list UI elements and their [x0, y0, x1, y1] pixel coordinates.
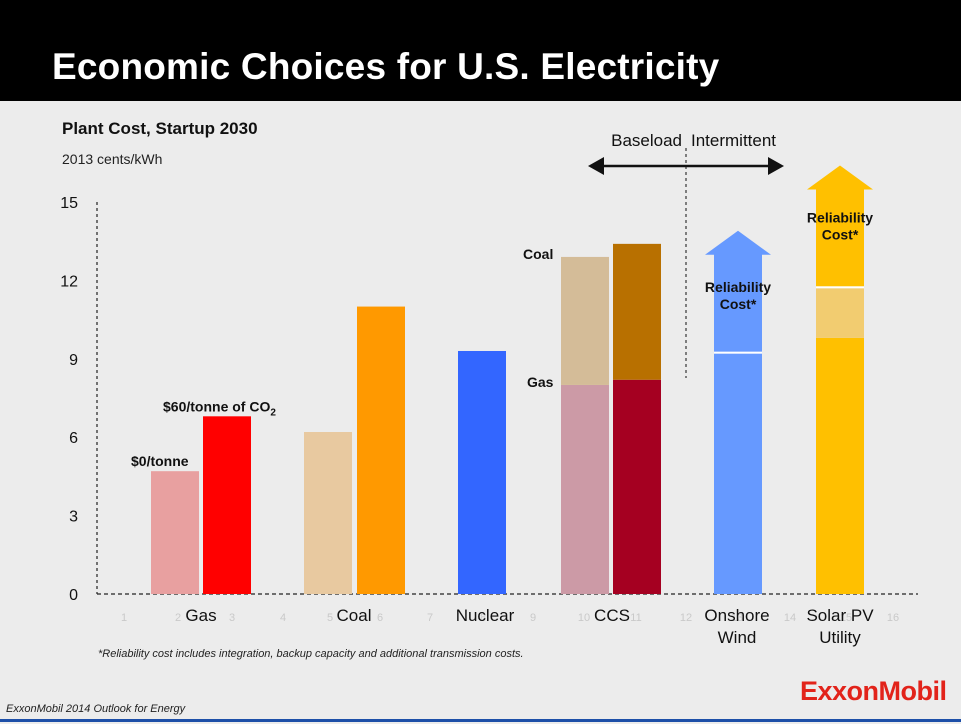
category-label-2-0: Nuclear	[456, 606, 515, 625]
faint-axis-number: 14	[784, 612, 796, 624]
exxonmobil-logo: ExxonMobil	[800, 676, 947, 706]
faint-axis-number: 7	[427, 612, 433, 624]
faint-axis-number: 6	[377, 612, 383, 624]
ccs-coal-label: Coal	[523, 246, 553, 262]
wind-reliability-arrow	[705, 230, 771, 352]
y-tick-label: 15	[60, 195, 78, 212]
category-label-4-0: Onshore	[704, 606, 769, 625]
solar-reliability-arrow	[807, 165, 873, 287]
faint-axis-number: 8	[480, 612, 486, 624]
bar-ccs-right-coal	[613, 243, 661, 380]
faint-axis-number: 11	[630, 612, 641, 624]
bar-wind-base	[714, 353, 762, 594]
faint-axis-number: 13	[731, 612, 743, 624]
category-label-0-0: Gas	[185, 606, 216, 625]
bar-coal-60	[357, 306, 405, 594]
y-tick-label: 12	[60, 273, 78, 290]
bar-gas-60-tonne	[203, 416, 251, 594]
category-label-5-1: Utility	[819, 628, 861, 647]
reliability-footnote: *Reliability cost includes integration, …	[98, 648, 524, 660]
bar-coal-0	[304, 431, 352, 594]
category-label-3-0: CCS	[594, 606, 630, 625]
faint-axis-number: 15	[840, 612, 852, 624]
source-note: ExxonMobil 2014 Outlook for Energy	[6, 703, 186, 715]
faint-axis-number: 4	[280, 612, 286, 624]
bar-ccs-left-gas	[561, 384, 609, 594]
bar-ccs-right-gas	[613, 379, 661, 594]
faint-axis-number: 5	[327, 612, 333, 624]
footer-divider	[0, 719, 961, 722]
faint-axis-number: 9	[530, 612, 536, 624]
category-label-5-0: Solar PV	[806, 606, 874, 625]
category-label-1-0: Coal	[337, 606, 372, 625]
faint-axis-number: 10	[578, 612, 590, 624]
faint-axis-number: 16	[887, 612, 899, 624]
baseload-label: Baseload	[611, 131, 682, 150]
double-arrow-left-head	[588, 157, 604, 175]
y-tick-label: 0	[69, 587, 78, 604]
intermittent-label: Intermittent	[691, 131, 776, 150]
faint-axis-number: 12	[680, 612, 692, 624]
faint-axis-number: 3	[229, 612, 235, 624]
bar-label-0-tonne: $0/tonne	[131, 453, 189, 469]
ccs-gas-label: Gas	[527, 374, 554, 390]
chart-title: Plant Cost, Startup 2030	[62, 119, 258, 138]
y-tick-label: 6	[69, 430, 78, 447]
category-label-4-1: Wind	[718, 628, 757, 647]
bar-label-60-tonne: $60/tonne of CO2	[163, 398, 276, 418]
y-tick-label: 3	[69, 509, 78, 526]
bar-nuclear	[458, 350, 506, 594]
wind-reliability-label-line2: Cost*	[720, 296, 757, 312]
header-bar: Economic Choices for U.S. Electricity	[0, 0, 961, 101]
y-tick-label: 9	[69, 352, 78, 369]
bar-ccs-left-coal	[561, 256, 609, 385]
bar-solar-mid	[816, 288, 864, 338]
solar-reliability-label-line1: Reliability	[807, 209, 873, 225]
page-title: Economic Choices for U.S. Electricity	[52, 46, 720, 87]
solar-reliability-label-line2: Cost*	[822, 226, 859, 242]
faint-axis-number: 1	[121, 612, 127, 624]
bar-solar-base	[816, 337, 864, 594]
bar-gas-0-tonne	[151, 471, 199, 594]
double-arrow-right-head	[768, 157, 784, 175]
faint-axis-number: 2	[175, 612, 181, 624]
y-axis-unit-label: 2013 cents/kWh	[62, 151, 163, 167]
wind-reliability-label-line1: Reliability	[705, 279, 771, 295]
